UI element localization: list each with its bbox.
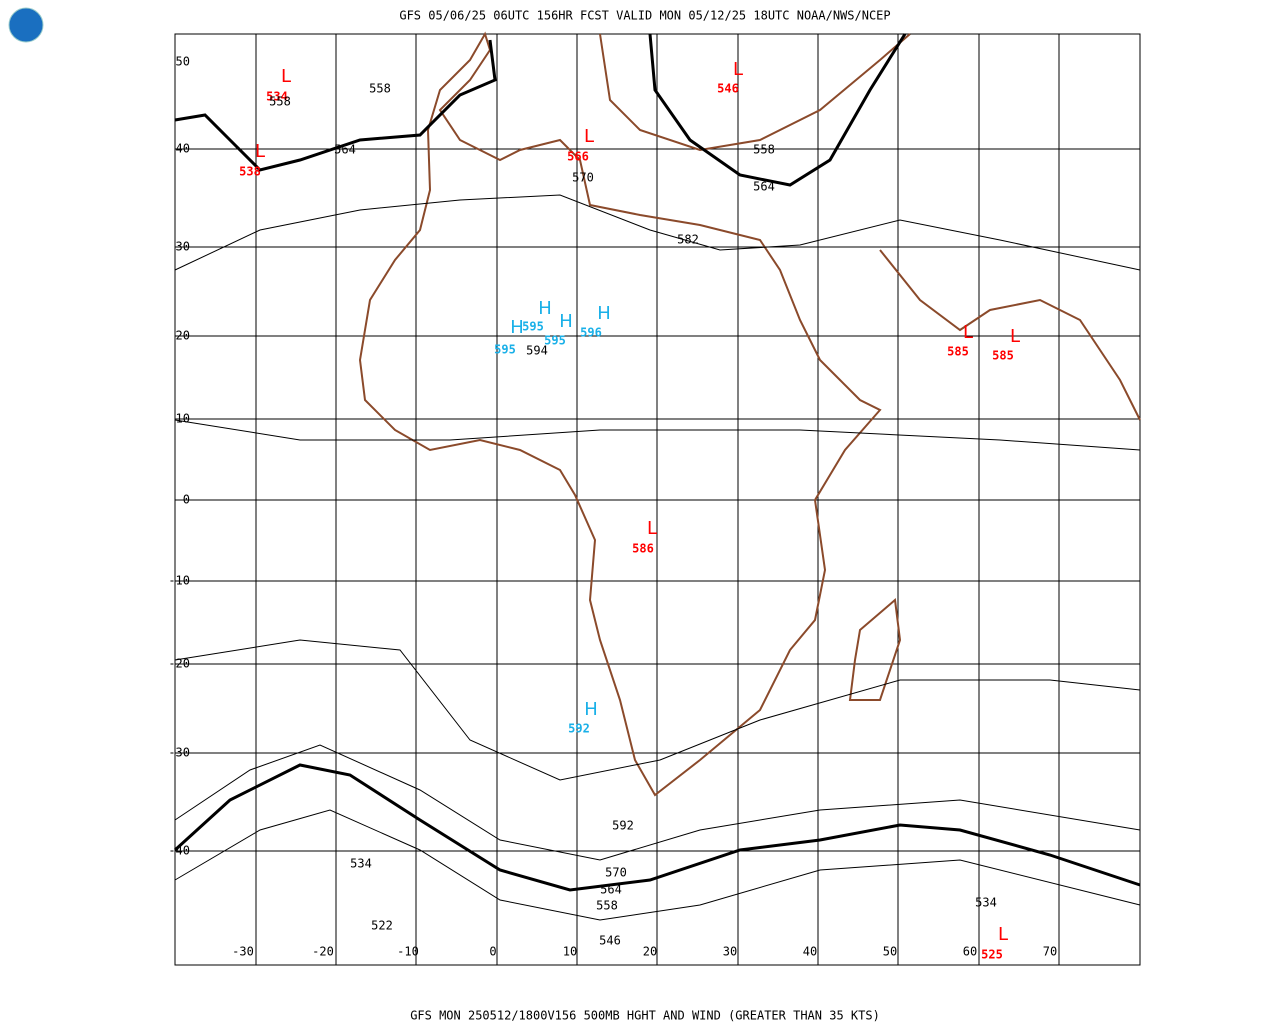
noaa-logo	[8, 7, 44, 43]
contour-label: 534	[350, 857, 372, 871]
longitude-label: -30	[232, 945, 254, 959]
contour-heavy	[648, 33, 907, 187]
high-value: 592	[568, 722, 590, 736]
contour-label: 522	[371, 919, 393, 933]
contour-label: 592	[612, 819, 634, 833]
contour-label: 546	[599, 934, 621, 948]
contour-label: 558	[596, 899, 618, 913]
longitude-label: 20	[643, 945, 657, 959]
contour-heavy	[174, 39, 497, 172]
low-letter: L	[255, 141, 265, 162]
high-letter: H	[597, 303, 611, 324]
contour-label: 582	[677, 233, 699, 247]
contour-label: 564	[753, 180, 775, 194]
high-letter: H	[584, 699, 598, 720]
longitude-label: 10	[563, 945, 577, 959]
high-value: 595	[494, 343, 516, 357]
contour-label: 570	[572, 171, 594, 185]
low-value: 525	[981, 948, 1003, 962]
longitude-label: 70	[1043, 945, 1057, 959]
contour-label: 564	[334, 143, 356, 157]
map-frame	[173, 31, 1141, 966]
latitude-label: 40	[176, 142, 190, 156]
graticule	[175, 34, 1140, 965]
contour-label: 564	[600, 883, 622, 897]
low-letter: L	[584, 126, 594, 147]
latitude-label: -10	[168, 574, 190, 588]
longitude-label: 0	[489, 945, 496, 959]
high-value: 595	[522, 320, 544, 334]
contour	[174, 809, 1141, 921]
europe-coastline	[599, 33, 911, 152]
longitude-label: -10	[397, 945, 419, 959]
low-value: 534	[266, 90, 288, 104]
africa-coastline	[358, 31, 882, 797]
contour	[174, 194, 1141, 271]
contour-label: 594	[526, 344, 548, 358]
contour-label: 558	[369, 82, 391, 96]
high-value: 596	[580, 326, 602, 340]
contour-label: 558	[753, 143, 775, 157]
high-letter: H	[538, 298, 552, 319]
low-value: 538	[239, 165, 261, 179]
title: GFS 05/06/25 06UTC 156HR FCST VALID MON …	[399, 9, 890, 23]
low-letter: L	[647, 518, 657, 539]
longitude-label: 50	[883, 945, 897, 959]
low-value: 546	[717, 82, 739, 96]
madagascar-coastline	[848, 598, 902, 701]
low-value: 566	[567, 150, 589, 164]
longitude-label: 60	[963, 945, 977, 959]
latitude-label: 20	[176, 329, 190, 343]
low-letter: L	[281, 66, 291, 87]
low-value: 586	[632, 542, 654, 556]
low-value: 585	[992, 349, 1014, 363]
footer-caption: GFS MON 250512/1800V156 500MB HGHT AND W…	[410, 1009, 880, 1023]
asia-coastline	[879, 249, 1141, 421]
latitude-label: 10	[176, 412, 190, 426]
longitude-label: 40	[803, 945, 817, 959]
high-value: 595	[544, 334, 566, 348]
contour-label: 534	[975, 896, 997, 910]
contour-label: 570	[605, 866, 627, 880]
longitude-label: -20	[312, 945, 334, 959]
low-letter: L	[1010, 326, 1020, 347]
contour-label: 558	[269, 95, 291, 109]
contour-heavy	[173, 763, 1141, 892]
contour	[174, 639, 1141, 781]
high-letter: H	[559, 311, 573, 332]
latitude-label: 30	[176, 240, 190, 254]
high-letter: H	[510, 317, 524, 338]
latitude-label: -40	[168, 844, 190, 858]
low-value: 585	[947, 345, 969, 359]
low-letter: L	[733, 59, 743, 80]
latitude-label: -20	[168, 657, 190, 671]
contour	[174, 419, 1141, 451]
contour	[174, 744, 1141, 861]
low-letter: L	[998, 924, 1008, 945]
latitude-label: -30	[168, 746, 190, 760]
latitude-label: 50	[176, 55, 190, 69]
latitude-label: 0	[183, 493, 190, 507]
longitude-label: 30	[723, 945, 737, 959]
low-letter: L	[963, 322, 973, 343]
